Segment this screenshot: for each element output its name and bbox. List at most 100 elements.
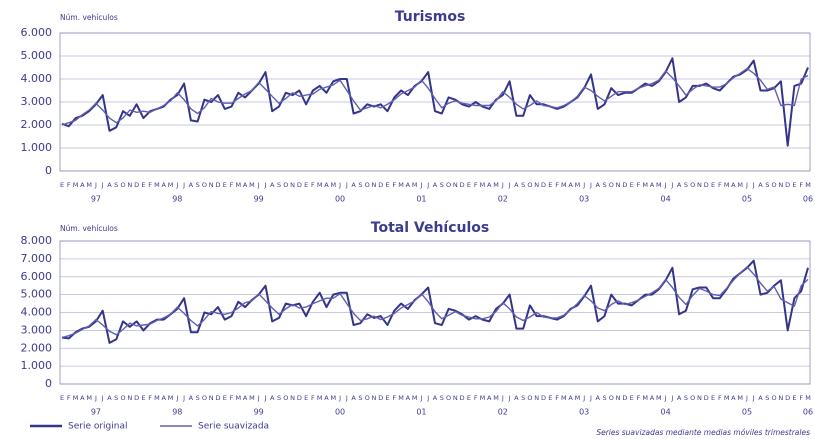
x-tick-label: D (704, 394, 709, 402)
x-tick-label: S (277, 394, 281, 402)
x-tick-label: S (358, 394, 362, 402)
x-tick-label: J (101, 181, 104, 189)
x-tick-label: M (737, 181, 743, 189)
x-tick-label: S (440, 394, 444, 402)
x-tick-label: F (311, 394, 315, 402)
x-tick-label: J (589, 181, 592, 189)
x-tick-label: A (433, 394, 438, 402)
y-tick-label: 6.000 (21, 270, 53, 283)
x-tick-label: D (541, 181, 546, 189)
x-tick-label: O (365, 181, 370, 189)
x-tick-label: S (277, 181, 281, 189)
x-tick-label: N (127, 181, 132, 189)
x-tick-label: O (609, 181, 614, 189)
x-tick-label: A (324, 394, 329, 402)
year-label: 98 (172, 408, 182, 417)
x-tick-label: F (392, 394, 396, 402)
x-tick-label: F (230, 181, 234, 189)
x-tick-label: N (290, 394, 295, 402)
x-tick-label: M (642, 181, 648, 189)
x-tick-label: A (80, 394, 85, 402)
x-tick-label: D (215, 394, 220, 402)
x-tick-label: N (290, 181, 295, 189)
x-tick-label: M (236, 181, 242, 189)
year-label: 00 (335, 195, 345, 204)
x-tick-label: M (737, 394, 743, 402)
year-label: 97 (91, 195, 101, 204)
x-tick-label: N (372, 181, 377, 189)
x-tick-label: M (330, 394, 336, 402)
data-line (61, 67, 809, 126)
x-tick-label: E (141, 394, 145, 402)
x-tick-label: N (534, 181, 539, 189)
x-tick-label: S (358, 181, 362, 189)
x-tick-label: J (345, 394, 348, 402)
x-tick-label: J (182, 181, 185, 189)
x-tick-label: O (772, 181, 777, 189)
x-tick-label: O (283, 394, 288, 402)
x-tick-label: A (270, 181, 275, 189)
x-tick-label: O (120, 181, 125, 189)
x-tick-label: O (527, 181, 532, 189)
x-tick-label: J (664, 394, 667, 402)
x-tick-label: A (270, 394, 275, 402)
y-tick-label: 1.000 (21, 141, 53, 154)
x-tick-label: M (642, 394, 648, 402)
x-tick-label: A (107, 394, 112, 402)
x-tick-label: A (487, 181, 492, 189)
x-tick-label: E (304, 394, 308, 402)
x-tick-label: O (609, 394, 614, 402)
y-axis-label: Núm. vehículos (60, 13, 118, 22)
y-tick-label: 7.000 (21, 252, 53, 265)
x-tick-label: A (189, 394, 194, 402)
x-tick-label: A (80, 181, 85, 189)
x-tick-label: A (731, 181, 736, 189)
x-tick-label: A (487, 394, 492, 402)
x-tick-label: S (440, 181, 444, 189)
x-tick-label: D (704, 181, 709, 189)
x-tick-label: D (460, 181, 465, 189)
x-tick-label: M (656, 181, 662, 189)
x-tick-label: S (684, 181, 688, 189)
y-tick-label: 8.000 (21, 234, 53, 247)
x-tick-label: N (127, 394, 132, 402)
x-tick-label: F (67, 181, 71, 189)
x-tick-label: F (474, 394, 478, 402)
x-tick-label: M (412, 181, 418, 189)
x-tick-label: A (433, 181, 438, 189)
x-tick-label: A (677, 394, 682, 402)
x-tick-label: D (460, 394, 465, 402)
x-tick-label: S (765, 181, 769, 189)
chart-title: Turismos (395, 9, 466, 25)
x-tick-label: J (582, 181, 585, 189)
x-tick-label: A (758, 181, 763, 189)
x-tick-label: E (711, 181, 715, 189)
x-tick-label: J (582, 394, 585, 402)
x-tick-label: E (548, 394, 552, 402)
x-tick-label: J (752, 181, 755, 189)
x-tick-label: N (778, 181, 783, 189)
plot-frame (59, 32, 811, 172)
chart-title: Total Vehículos (371, 220, 489, 236)
x-tick-label: J (670, 181, 673, 189)
x-tick-label: N (697, 181, 702, 189)
x-tick-label: S (521, 394, 525, 402)
x-tick-label: N (209, 181, 214, 189)
x-tick-label: F (637, 181, 641, 189)
x-tick-label: F (799, 394, 803, 402)
x-tick-label: F (637, 394, 641, 402)
year-label: 02 (498, 195, 508, 204)
x-tick-label: F (555, 181, 559, 189)
x-tick-label: S (114, 181, 118, 189)
x-tick-label: O (772, 394, 777, 402)
x-tick-label: F (67, 394, 71, 402)
x-tick-label: M (561, 394, 567, 402)
data-line (61, 266, 809, 339)
x-tick-label: M (249, 394, 255, 402)
y-tick-label: 2.000 (21, 118, 53, 131)
x-tick-label: O (202, 394, 207, 402)
note: Series suavizadas mediante medias móvile… (596, 428, 810, 437)
year-label: 99 (254, 195, 264, 204)
x-tick-label: A (351, 394, 356, 402)
